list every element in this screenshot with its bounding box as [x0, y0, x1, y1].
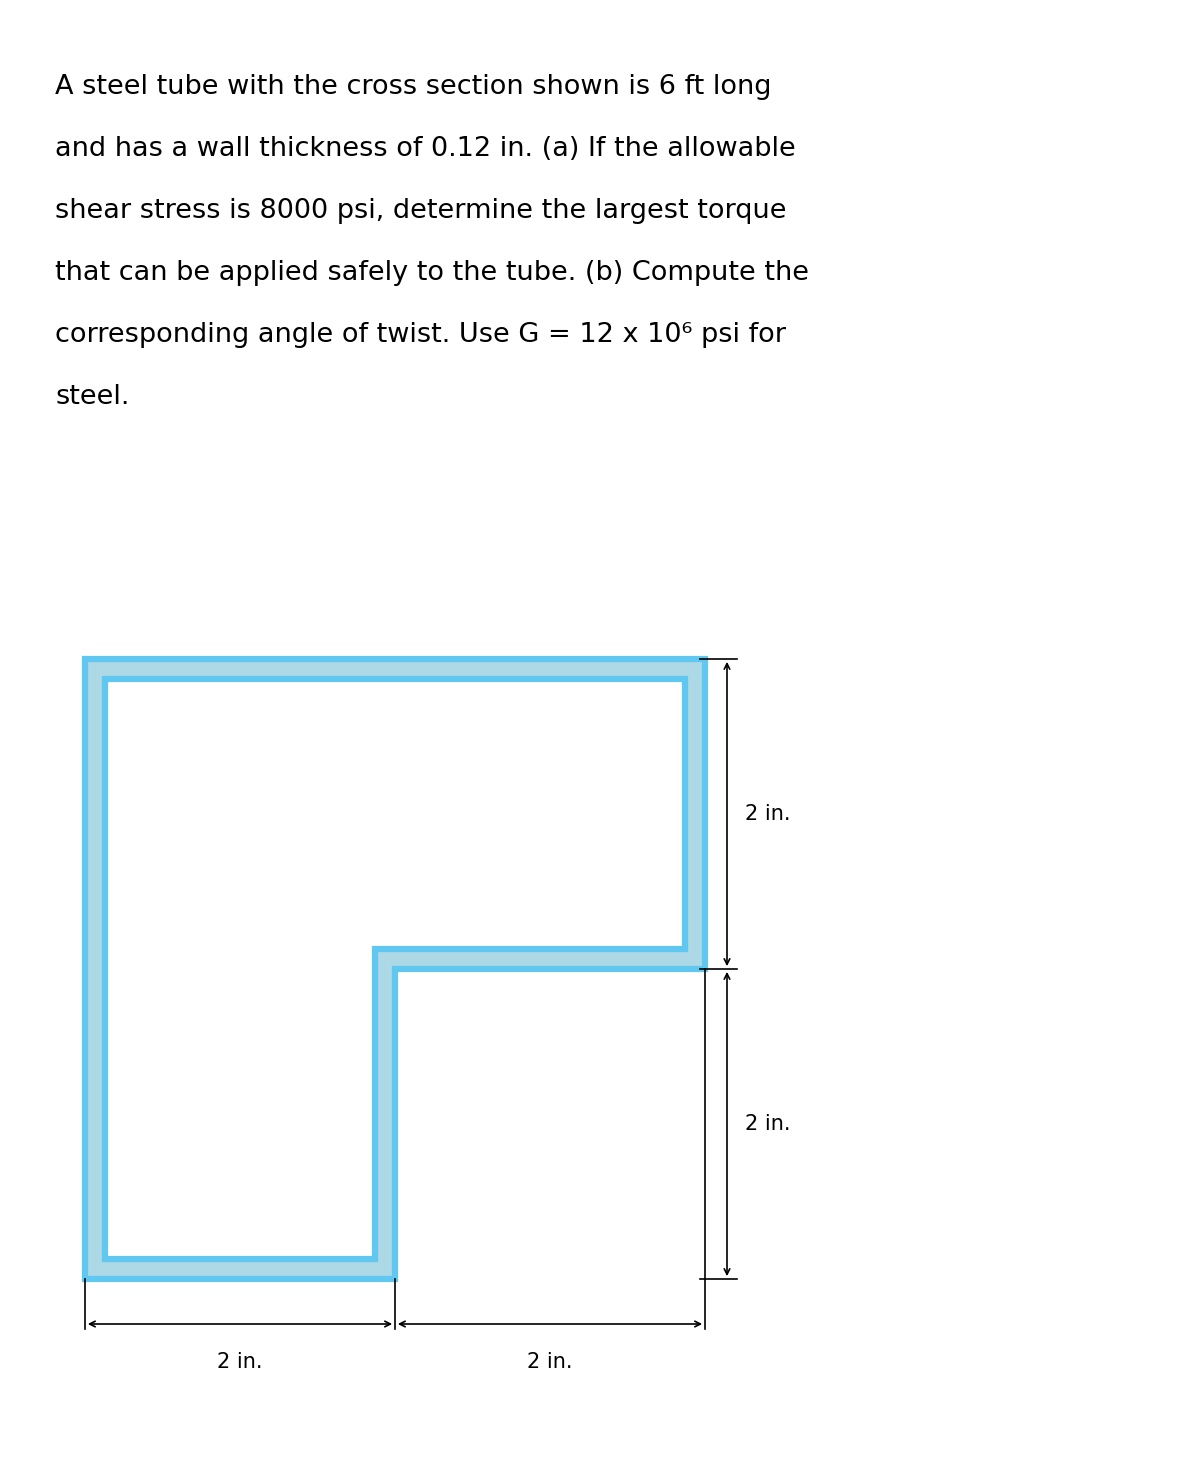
Text: 2 in.: 2 in.	[527, 1352, 572, 1371]
Text: 2 in.: 2 in.	[217, 1352, 263, 1371]
Polygon shape	[106, 678, 685, 1259]
Text: steel.: steel.	[55, 384, 130, 410]
Text: that can be applied safely to the tube. (b) Compute the: that can be applied safely to the tube. …	[55, 260, 809, 286]
Text: shear stress is 8000 psi, determine the largest torque: shear stress is 8000 psi, determine the …	[55, 198, 786, 225]
Text: 2 in.: 2 in.	[745, 804, 791, 824]
Text: 2 in.: 2 in.	[745, 1115, 791, 1134]
Text: corresponding angle of twist. Use G = 12 x 10⁶ psi for: corresponding angle of twist. Use G = 12…	[55, 322, 786, 349]
Text: and has a wall thickness of 0.12 in. (a) If the allowable: and has a wall thickness of 0.12 in. (a)…	[55, 136, 796, 162]
Text: A steel tube with the cross section shown is 6 ft long: A steel tube with the cross section show…	[55, 74, 772, 101]
Polygon shape	[85, 659, 706, 1280]
